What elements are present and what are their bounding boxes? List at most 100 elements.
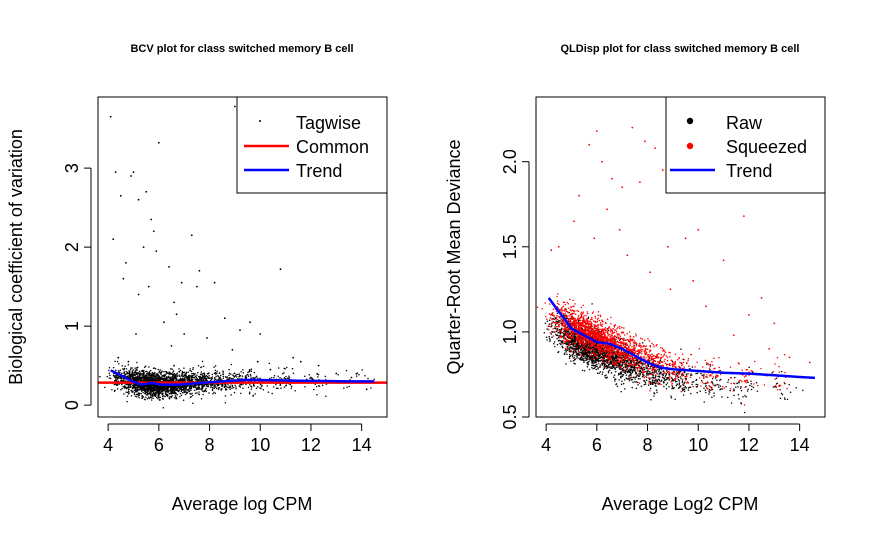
bcv-tagwise-point [112, 238, 115, 241]
bcv-tagwise-cloud-point [317, 373, 320, 376]
qldisp-raw-cloud-point [591, 361, 594, 364]
bcv-tagwise-cloud-point [130, 389, 133, 392]
bcv-y-axis-label: Biological coefficient of variation [6, 129, 26, 385]
bcv-tagwise-cloud-point [124, 386, 126, 388]
bcv-tagwise-point [127, 360, 130, 363]
qldisp-raw-cloud-point [618, 364, 621, 367]
qldisp-raw-cloud-point [581, 358, 584, 360]
bcv-tagwise-cloud-point [222, 377, 225, 380]
qldisp-raw-cloud-point [660, 364, 662, 367]
qldisp-raw-cloud-point [640, 385, 643, 387]
bcv-tagwise-cloud-point [283, 372, 285, 374]
bcv-tagwise-cloud-point [230, 373, 232, 375]
bcv-tagwise-cloud-point [173, 377, 176, 379]
bcv-tagwise-cloud-point [156, 387, 158, 390]
bcv-tagwise-cloud-point [179, 377, 182, 379]
bcv-tagwise-cloud-point [152, 389, 154, 391]
qldisp-raw-cloud-point [704, 389, 707, 392]
bcv-tagwise-cloud-point [242, 387, 244, 389]
bcv-tagwise-cloud-point [171, 368, 173, 370]
bcv-tagwise-cloud-point [134, 369, 137, 371]
qldisp-raw-cloud-point [582, 355, 585, 357]
bcv-x-axis-label: Average log CPM [172, 494, 313, 514]
qldisp-raw-cloud-point [682, 394, 685, 396]
bcv-tagwise-cloud-point [126, 400, 128, 403]
bcv-tagwise-point [122, 277, 125, 280]
bcv-tagwise-point [152, 230, 155, 233]
bcv-tagwise-cloud-point [214, 371, 217, 374]
qldisp-raw-cloud-point [640, 371, 643, 373]
qldisp-raw-cloud-point [676, 380, 678, 383]
bcv-tagwise-cloud-point [181, 391, 184, 394]
qldisp-raw-cloud-point [656, 380, 659, 382]
bcv-tagwise-cloud-point [118, 371, 120, 373]
bcv-legend-tagwise-symbol [259, 120, 261, 122]
bcv-tagwise-cloud-point [138, 392, 141, 395]
bcv-tagwise-cloud-point [151, 371, 154, 374]
bcv-tagwise-cloud-point [158, 371, 160, 374]
bcv-tagwise-cloud-point [201, 390, 204, 392]
bcv-tagwise-cloud-point [133, 373, 136, 376]
bcv-tagwise-cloud-point [152, 390, 154, 393]
qldisp-raw-cloud-point [606, 367, 608, 369]
qldisp-raw-cloud-point [663, 381, 665, 384]
bcv-tagwise-cloud-point [270, 376, 273, 379]
bcv-tagwise-cloud-point [161, 386, 163, 389]
bcv-tagwise-cloud-point [152, 386, 155, 389]
bcv-tagwise-cloud-point [217, 384, 220, 387]
qldisp-raw-cloud-point [613, 356, 616, 359]
bcv-tagwise-cloud-point [198, 386, 200, 389]
bcv-tagwise-cloud-point [205, 379, 208, 381]
bcv-tagwise-cloud-point [134, 390, 137, 393]
qldisp-raw-cloud-point [595, 368, 597, 371]
bcv-tagwise-cloud-point [228, 368, 230, 371]
qldisp-raw-cloud-point [605, 366, 607, 368]
bcv-tagwise-cloud-point [292, 372, 295, 375]
qldisp-raw-cloud-point [585, 359, 587, 362]
bcv-tagwise-cloud-point [180, 378, 182, 381]
bcv-tagwise-cloud-point [156, 377, 158, 379]
qldisp-raw-cloud-point [623, 360, 626, 363]
qldisp-raw-cloud-point [547, 325, 550, 327]
qldisp-raw-cloud-point [572, 340, 574, 343]
qldisp-raw-cloud-point [612, 366, 615, 368]
bcv-tagwise-cloud-point [222, 371, 225, 373]
qldisp-raw-cloud-point [632, 376, 634, 379]
qldisp-raw-cloud-point [573, 338, 576, 340]
qldisp-raw-cloud-point [594, 364, 596, 367]
bcv-tagwise-cloud-point [172, 386, 174, 388]
bcv-tagwise-cloud-point [141, 373, 144, 376]
qldisp-raw-cloud-point [587, 316, 590, 318]
bcv-tagwise-cloud-point [189, 369, 191, 372]
bcv-tagwise-cloud-point [170, 395, 173, 398]
bcv-tagwise-cloud-point [252, 394, 255, 397]
bcv-tagwise-cloud-point [138, 376, 141, 379]
qldisp-raw-cloud-point [563, 353, 566, 355]
bcv-tagwise-cloud-point [215, 375, 217, 378]
bcv-tagwise-cloud-point [137, 389, 140, 391]
bcv-tagwise-cloud-point [267, 391, 270, 393]
bcv-tagwise-cloud-point [180, 394, 183, 396]
bcv-tagwise-cloud-point [205, 387, 207, 390]
bcv-tagwise-cloud-point [162, 386, 165, 388]
bcv-tagwise-cloud-point [150, 373, 153, 376]
bcv-tagwise-cloud-point [177, 386, 180, 388]
bcv-tagwise-cloud-point [218, 372, 221, 374]
bcv-tagwise-cloud-point [215, 386, 217, 388]
bcv-tagwise-cloud-point [217, 375, 220, 378]
bcv-tagwise-cloud-point [211, 376, 214, 378]
bcv-tagwise-cloud-point [167, 388, 169, 391]
bcv-tagwise-cloud-point [249, 383, 251, 386]
bcv-tagwise-cloud-point [162, 406, 165, 409]
qldisp-raw-cloud-point [562, 333, 565, 335]
bcv-tagwise-cloud-point [139, 388, 141, 391]
bcv-tagwise-cloud-point [169, 395, 171, 398]
bcv-tagwise-cloud-point [164, 393, 167, 396]
bcv-tagwise-cloud-point [128, 386, 130, 389]
bcv-tagwise-cloud-point [166, 394, 169, 397]
bcv-tagwise-cloud-point [125, 391, 127, 393]
bcv-tagwise-cloud-point [173, 397, 176, 399]
bcv-tagwise-cloud-point [169, 378, 172, 380]
bcv-tagwise-cloud-point [139, 378, 142, 380]
bcv-tagwise-cloud-point [197, 372, 199, 374]
